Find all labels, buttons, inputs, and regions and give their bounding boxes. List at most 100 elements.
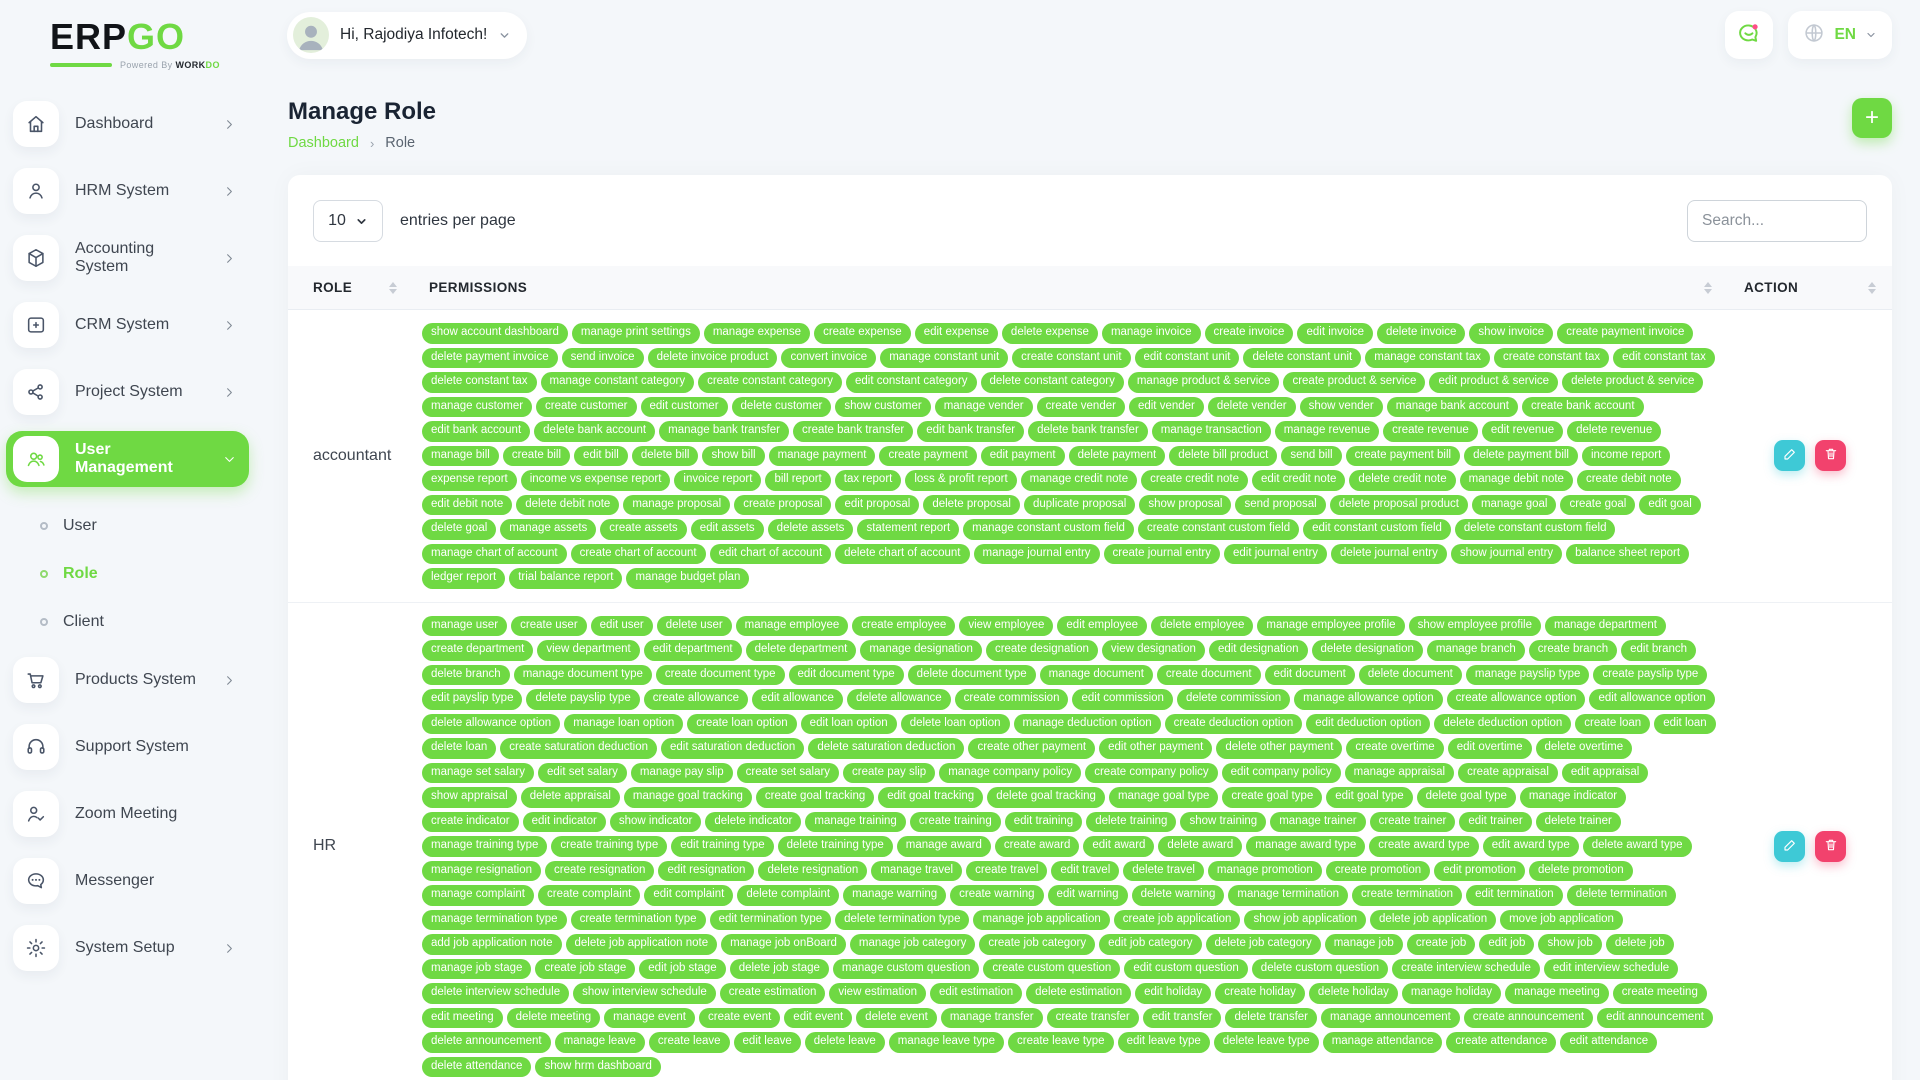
sidebar-item-label: Dashboard xyxy=(75,115,154,132)
permission-badge: edit warning xyxy=(1047,885,1128,906)
permission-badge: manage constant category xyxy=(540,372,695,393)
entries-per-page-value: 10 xyxy=(328,212,346,229)
permission-badge: delete constant category xyxy=(980,372,1124,393)
permission-badge: create job stage xyxy=(535,958,636,979)
permission-badge: manage chart of account xyxy=(422,543,567,564)
permission-badge: delete product & service xyxy=(1562,372,1704,393)
permission-badge: delete loan xyxy=(422,738,497,759)
sidebar-subitem-client[interactable]: Client xyxy=(0,598,259,646)
permission-badge: create allowance option xyxy=(1446,689,1586,710)
sidebar-item-zoom-meeting[interactable]: Zoom Meeting xyxy=(6,786,249,842)
role-name: accountant xyxy=(288,309,413,603)
permission-badge: delete indicator xyxy=(705,811,802,832)
permission-badge: loss & profit report xyxy=(905,470,1017,491)
permission-badge: edit credit note xyxy=(1251,470,1346,491)
chevron-right-icon xyxy=(222,673,237,688)
permission-badge: create award type xyxy=(1369,836,1479,857)
sidebar-item-accounting-system[interactable]: Accounting System xyxy=(6,230,249,286)
permission-badge: edit bill xyxy=(574,445,628,466)
role-name: HR xyxy=(288,602,413,1080)
brand-tagline: Powered By WORKDO xyxy=(50,60,259,70)
permission-badge: delete announcement xyxy=(422,1032,551,1053)
column-header-permissions[interactable]: PERMISSIONS xyxy=(413,266,1728,310)
permission-badge: create chart of account xyxy=(570,543,706,564)
entries-per-page-label: entries per page xyxy=(400,212,516,229)
action-cell xyxy=(1728,309,1892,603)
permission-badge: delete proposal xyxy=(923,494,1020,515)
sidebar-item-support-system[interactable]: Support System xyxy=(6,719,249,775)
permission-badge: edit deduction option xyxy=(1306,713,1431,734)
permission-badge: edit travel xyxy=(1051,860,1120,881)
permission-badge: manage warning xyxy=(843,885,947,906)
permission-badge: manage user xyxy=(422,615,508,636)
sidebar-item-messenger[interactable]: Messenger xyxy=(6,853,249,909)
sidebar-item-system-setup[interactable]: System Setup xyxy=(6,920,249,976)
sidebar-subitem-role[interactable]: Role xyxy=(0,550,259,598)
permission-badge: edit constant unit xyxy=(1134,347,1240,368)
share-icon xyxy=(13,369,59,415)
permission-badge: create event xyxy=(699,1007,781,1028)
sidebar-item-project-system[interactable]: Project System xyxy=(6,364,249,420)
permission-badge: edit interview schedule xyxy=(1543,958,1679,979)
chat-icon xyxy=(13,858,59,904)
permission-badge: manage journal entry xyxy=(973,543,1100,564)
sort-icon xyxy=(389,281,397,294)
permission-badge: create bank account xyxy=(1521,396,1644,417)
entries-per-page-select[interactable]: 10 xyxy=(313,200,383,242)
search-input[interactable] xyxy=(1687,200,1867,242)
permission-badge: manage vender xyxy=(934,396,1033,417)
brand-logo[interactable]: ERPGO Powered By WORKDO xyxy=(0,0,259,70)
permission-badge: create overtime xyxy=(1346,738,1444,759)
column-header-action[interactable]: ACTION xyxy=(1728,266,1892,310)
permission-badge: manage budget plan xyxy=(626,568,750,589)
messages-button[interactable] xyxy=(1725,11,1774,59)
chevron-right-icon xyxy=(222,117,237,132)
permission-badge: show proposal xyxy=(1139,494,1232,515)
sidebar-subitem-user[interactable]: User xyxy=(0,502,259,550)
permission-badge: create indicator xyxy=(422,811,519,832)
edit-role-button[interactable] xyxy=(1774,440,1805,472)
breadcrumb-dashboard-link[interactable]: Dashboard xyxy=(288,135,359,151)
delete-role-button[interactable] xyxy=(1815,440,1846,472)
trash-icon xyxy=(1823,446,1839,465)
breadcrumb: Dashboard › Role xyxy=(288,135,436,151)
add-role-button[interactable]: + xyxy=(1852,98,1892,138)
permission-badge: trial balance report xyxy=(509,568,623,589)
pencil-icon xyxy=(1782,446,1798,465)
headset-icon xyxy=(13,724,59,770)
permission-badge: create termination type xyxy=(570,909,706,930)
permission-badge: create announcement xyxy=(1463,1007,1594,1028)
permission-badge: manage department xyxy=(1544,615,1666,636)
permission-badge: invoice report xyxy=(674,470,762,491)
permission-badge: delete goal tracking xyxy=(987,787,1105,808)
profile-menu[interactable]: Hi, Rajodiya Infotech! xyxy=(287,11,528,59)
language-code: EN xyxy=(1834,26,1856,43)
permission-badge: create complaint xyxy=(537,885,641,906)
permission-badge: edit termination xyxy=(1466,885,1563,906)
permission-badge: show invoice xyxy=(1469,323,1554,344)
column-header-role[interactable]: ROLE xyxy=(288,266,413,310)
sidebar-item-hrm-system[interactable]: HRM System xyxy=(6,163,249,219)
language-selector[interactable]: EN xyxy=(1788,11,1892,59)
sidebar-item-products-system[interactable]: Products System xyxy=(6,652,249,708)
permission-badge: create payslip type xyxy=(1593,664,1708,685)
delete-role-button[interactable] xyxy=(1815,830,1846,862)
sidebar-item-crm-system[interactable]: CRM System xyxy=(6,297,249,353)
permission-badge: manage pay slip xyxy=(630,762,733,783)
permission-badge: delete job xyxy=(1605,934,1674,955)
permission-badge: manage trainer xyxy=(1270,811,1366,832)
permission-badge: delete payment xyxy=(1068,445,1166,466)
sidebar-item-label: System Setup xyxy=(75,939,175,956)
sidebar-item-user-management[interactable]: User Management xyxy=(6,431,249,487)
sidebar-item-dashboard[interactable]: Dashboard xyxy=(6,96,249,152)
edit-role-button[interactable] xyxy=(1774,830,1805,862)
permission-badge: manage company policy xyxy=(939,762,1082,783)
sidebar-item-label: Accounting System xyxy=(75,240,155,275)
permission-badge: manage meeting xyxy=(1505,983,1609,1004)
permission-badge: delete loan option xyxy=(900,713,1010,734)
permission-badge: manage expense xyxy=(703,323,811,344)
permission-badge: create revenue xyxy=(1383,421,1478,442)
permission-badge: manage job xyxy=(1324,934,1403,955)
permission-badge: manage employee profile xyxy=(1257,615,1405,636)
permission-badge: create document xyxy=(1156,664,1261,685)
